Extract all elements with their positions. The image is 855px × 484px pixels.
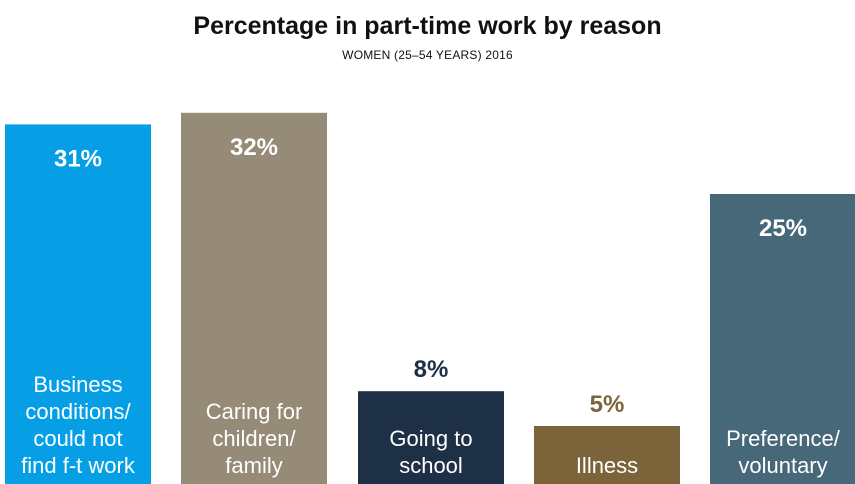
- bar-5: [710, 194, 855, 484]
- chart-subtitle: WOMEN (25–54 YEARS) 2016: [342, 48, 513, 62]
- value-label-2: 32%: [230, 134, 278, 161]
- bar-2: [181, 112, 327, 484]
- category-label-4-line-1: Illness: [576, 453, 638, 478]
- category-label-1-line-4: find f-t work: [21, 453, 136, 478]
- bar-4: [534, 426, 680, 484]
- value-label-1: 31%: [54, 145, 102, 172]
- category-label-1-line-2: conditions/: [25, 399, 131, 424]
- category-label-2-line-2: children/: [212, 426, 296, 451]
- value-label-3: 8%: [414, 356, 449, 383]
- category-label-3-line-2: school: [399, 453, 463, 478]
- category-label-5-line-1: Preference/: [726, 426, 841, 451]
- chart-title: Percentage in part-time work by reason: [193, 12, 662, 40]
- category-label-1-line-1: Business: [33, 372, 122, 397]
- value-label-5: 25%: [759, 215, 807, 242]
- bar-3: [358, 391, 504, 484]
- category-label-1-line-3: could not: [33, 426, 122, 451]
- category-label-3-line-1: Going to: [389, 426, 472, 451]
- category-label-2-line-3: family: [225, 453, 282, 478]
- category-label-2-line-1: Caring for: [206, 399, 303, 424]
- bar-1: [5, 124, 151, 484]
- value-label-4: 5%: [590, 391, 625, 418]
- category-label-5-line-2: voluntary: [738, 453, 827, 478]
